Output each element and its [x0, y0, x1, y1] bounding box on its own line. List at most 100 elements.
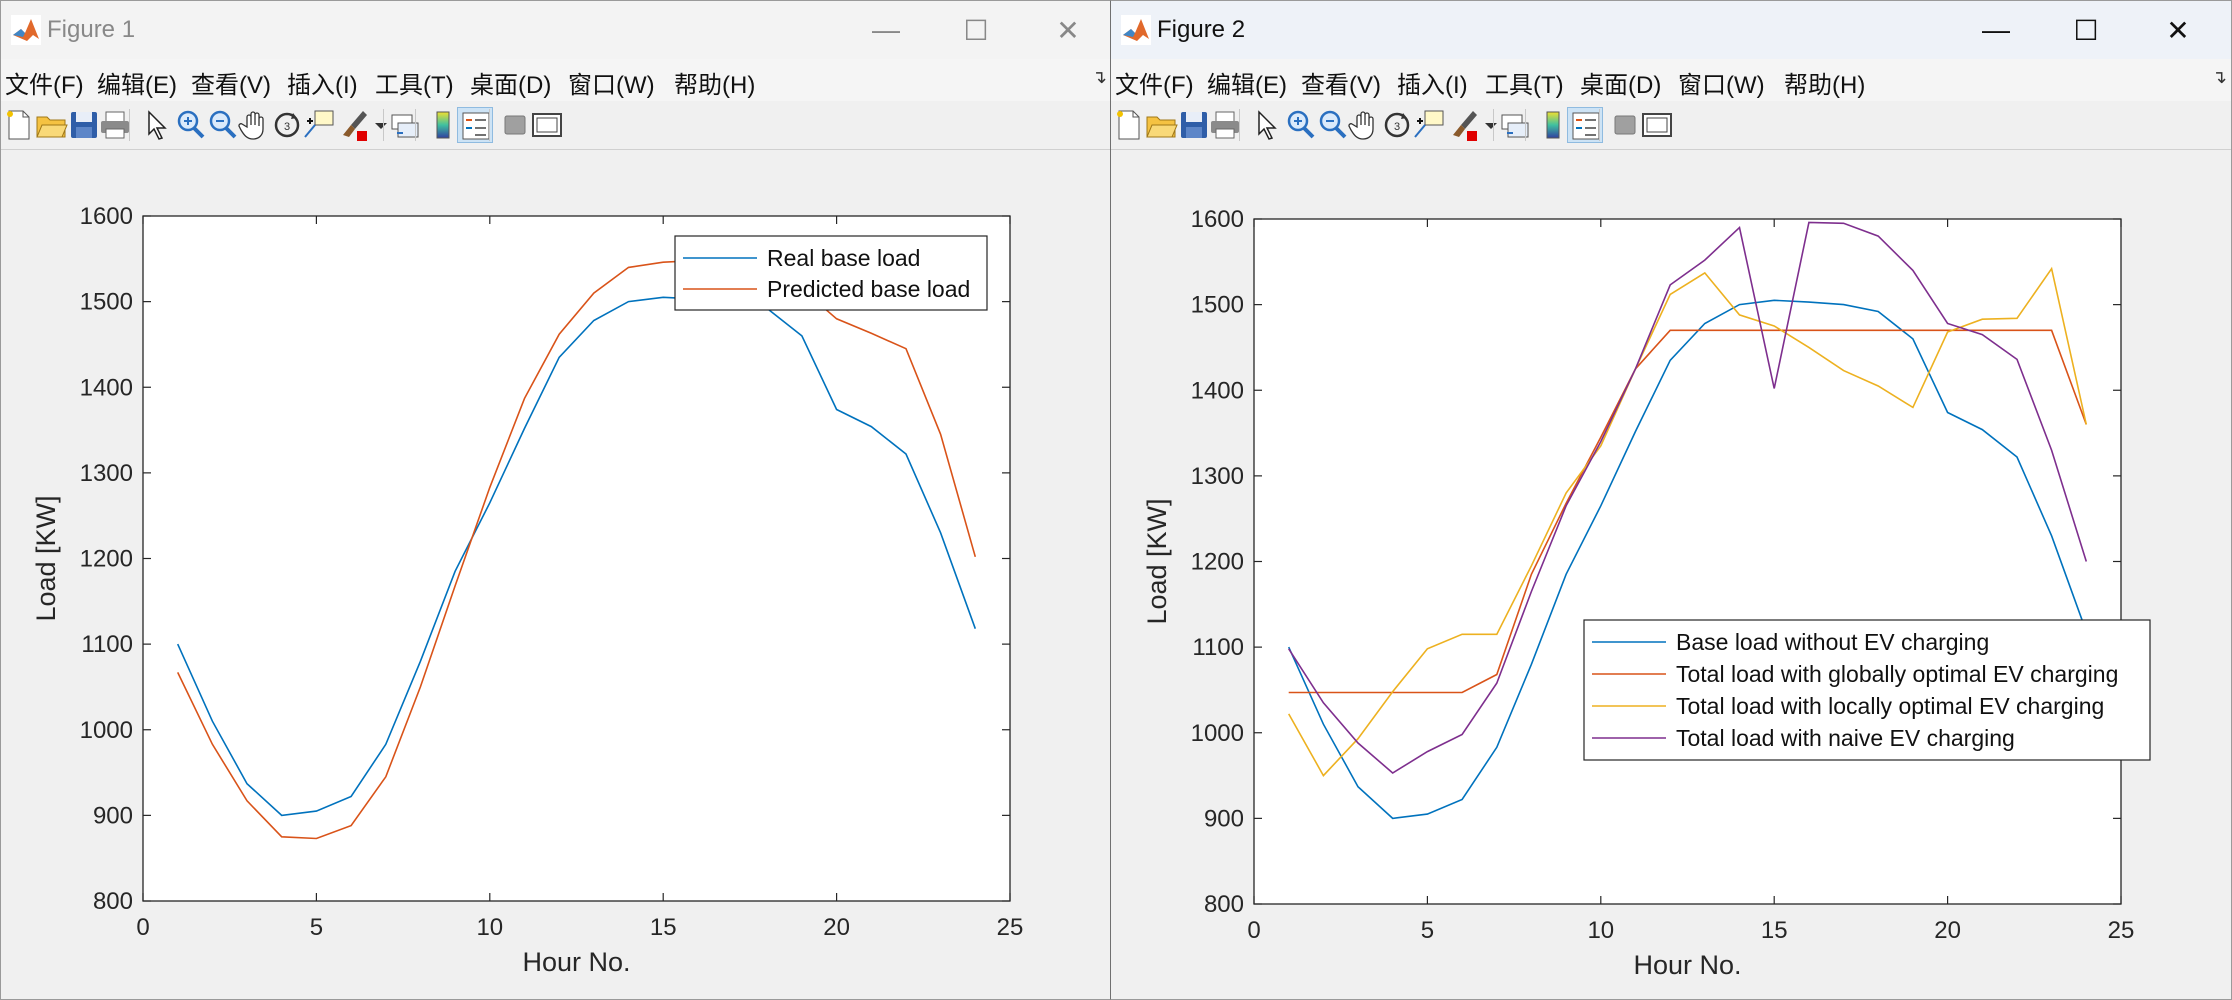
rotate-3d-icon[interactable]: 3 [1379, 107, 1415, 143]
maximize-button[interactable]: ☐ [963, 14, 989, 46]
maximize-button[interactable]: ☐ [2073, 14, 2099, 46]
y-tick-label: 900 [1204, 805, 1244, 832]
figure-window-1[interactable]: Figure 1 — ☐ ✕ 文件(F) 编辑(E) 查看(V) 插入(I) 工… [0, 0, 1112, 1000]
menu-window[interactable]: 窗口(W) [1678, 72, 1765, 99]
brush-icon[interactable] [1447, 107, 1483, 143]
menu-insert[interactable]: 插入(I) [287, 72, 358, 99]
legend-icon[interactable] [1567, 107, 1603, 143]
figure-window-2[interactable]: Figure 2 — ☐ ✕ 文件(F) 编辑(E) 查看(V) 插入(I) 工… [1110, 0, 2232, 1000]
colorbar-icon[interactable] [1535, 107, 1571, 143]
menu-bar: 文件(F) 编辑(E) 查看(V) 插入(I) 工具(T) 桌面(D) 窗口(W… [1, 59, 1111, 101]
plot-canvas[interactable]: 0 5 10 15 20 25 800 900 1000 1100 1200 1300 1400 1500… [1, 150, 1112, 1000]
colorbar-icon[interactable] [425, 107, 461, 143]
series-line-4[interactable] [1288, 221, 2088, 774]
pan-hand-icon[interactable] [237, 107, 273, 143]
menu-overflow-icon[interactable]: ↴ [2211, 67, 2227, 87]
brush-icon[interactable] [337, 107, 373, 143]
pointer-icon[interactable] [139, 107, 175, 143]
menu-tools[interactable]: 工具(T) [1485, 72, 1564, 99]
legend[interactable]: Base load without EV charging Total load … [1583, 619, 2151, 761]
print-icon[interactable] [1207, 107, 1243, 143]
svg-text:3: 3 [1394, 121, 1400, 133]
series-line-3[interactable] [1288, 266, 2088, 777]
legend-icon[interactable] [457, 107, 493, 143]
y-axis-label: Load [KW] [1142, 498, 1172, 624]
toolbar-separator [489, 109, 490, 141]
hide-plot-tools-icon[interactable] [1607, 107, 1643, 143]
figure-toolbar: 3 [1, 101, 1111, 150]
show-plot-tools-icon[interactable] [529, 107, 565, 143]
x-tick-label: 0 [1247, 917, 1260, 944]
x-tick-label: 25 [997, 914, 1024, 941]
menu-insert[interactable]: 插入(I) [1397, 72, 1468, 99]
menu-edit[interactable]: 编辑(E) [97, 72, 177, 99]
zoom-in-icon[interactable] [173, 107, 209, 143]
menu-tools[interactable]: 工具(T) [375, 72, 454, 99]
menu-view[interactable]: 查看(V) [191, 72, 271, 99]
pan-hand-icon[interactable] [1347, 107, 1383, 143]
menu-desktop[interactable]: 桌面(D) [1580, 72, 1662, 99]
open-file-icon[interactable] [33, 107, 69, 143]
link-plot-icon[interactable] [387, 107, 423, 143]
menu-help[interactable]: 帮助(H) [674, 72, 756, 99]
title-bar[interactable]: Figure 2 — ☐ ✕ [1111, 1, 2231, 59]
minimize-button[interactable]: — [872, 14, 900, 45]
legend[interactable]: Real base load Predicted base load [674, 235, 988, 311]
show-plot-tools-icon[interactable] [1639, 107, 1675, 143]
y-tick-label: 900 [93, 802, 133, 829]
menu-edit[interactable]: 编辑(E) [1207, 72, 1287, 99]
title-bar[interactable]: Figure 1 — ☐ ✕ [1, 1, 1111, 59]
y-tick-label: 1100 [81, 631, 133, 658]
x-tick-label: 5 [1421, 917, 1434, 944]
rotate-3d-icon[interactable]: 3 [269, 107, 305, 143]
new-figure-icon[interactable] [1111, 107, 1147, 143]
x-tick-label: 15 [1761, 917, 1788, 944]
toolbar-separator [415, 109, 416, 141]
menu-window[interactable]: 窗口(W) [568, 72, 655, 99]
brush-dropdown-icon[interactable] [363, 107, 387, 143]
print-icon[interactable] [97, 107, 133, 143]
x-tick-label: 20 [1934, 917, 1961, 944]
brush-dropdown-icon[interactable] [1473, 107, 1497, 143]
save-icon[interactable] [1176, 107, 1212, 143]
y-tick-label: 1500 [80, 289, 133, 316]
menu-desktop[interactable]: 桌面(D) [470, 72, 552, 99]
series-line-1[interactable] [176, 296, 977, 817]
link-plot-icon[interactable] [1497, 107, 1533, 143]
axes-background [143, 216, 1010, 901]
toolbar-separator [1599, 109, 1600, 141]
matlab-logo-icon [1121, 15, 1151, 45]
hide-plot-tools-icon[interactable] [497, 107, 533, 143]
zoom-out-icon[interactable] [205, 107, 241, 143]
pointer-icon[interactable] [1249, 107, 1285, 143]
series-line-1[interactable] [1287, 299, 2088, 820]
close-button[interactable]: ✕ [2166, 14, 2190, 46]
menu-overflow-icon[interactable]: ↴ [1091, 67, 1107, 87]
data-cursor-icon[interactable] [301, 107, 337, 143]
x-axis-label: Hour No. [1633, 950, 1741, 980]
x-tick-label: 25 [2108, 917, 2135, 944]
data-cursor-icon[interactable] [1411, 107, 1447, 143]
menu-file[interactable]: 文件(F) [5, 72, 84, 99]
menu-help[interactable]: 帮助(H) [1784, 72, 1866, 99]
open-file-icon[interactable] [1143, 107, 1179, 143]
menu-file[interactable]: 文件(F) [1115, 72, 1194, 99]
toolbar-separator [1239, 109, 1240, 141]
figure-toolbar: 3 [1111, 101, 2231, 150]
legend-box [674, 235, 988, 311]
menu-view[interactable]: 查看(V) [1301, 72, 1381, 99]
y-tick-label: 1200 [1191, 549, 1244, 576]
legend-entry: Total load with globally optimal EV char… [1676, 661, 2118, 687]
zoom-in-icon[interactable] [1283, 107, 1319, 143]
save-icon[interactable] [66, 107, 102, 143]
window-title: Figure 2 [1157, 16, 1246, 43]
new-figure-icon[interactable] [1, 107, 37, 143]
y-tick-label: 1500 [1191, 292, 1244, 319]
series-line-2[interactable] [176, 259, 977, 840]
zoom-out-icon[interactable] [1315, 107, 1351, 143]
matlab-logo-icon [11, 15, 41, 45]
x-axis-label: Hour No. [522, 947, 630, 977]
minimize-button[interactable]: — [1982, 14, 2010, 45]
close-button[interactable]: ✕ [1056, 14, 1080, 46]
plot-canvas[interactable]: 0 5 10 15 20 25 800 900 1000 1100 1200 1300 1400 1500… [1111, 150, 2232, 1000]
